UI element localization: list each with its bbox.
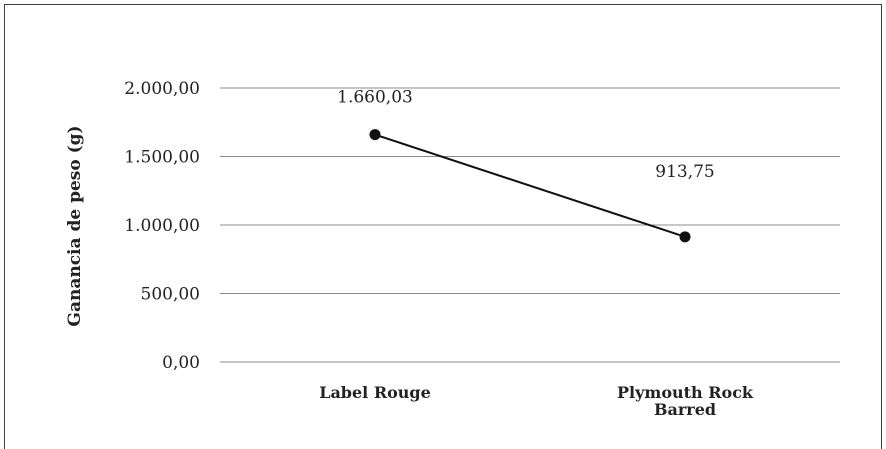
y-tick-label: 1.500,00: [124, 148, 200, 168]
data-label: 1.660,03: [337, 88, 413, 108]
y-tick-label: 500,00: [141, 285, 200, 305]
y-axis-tick-labels: 0,00 500,00 1.000,00 1.500,00 2.000,00: [124, 79, 200, 373]
x-category-label: Label Rouge: [319, 383, 431, 402]
data-label: 913,75: [655, 162, 714, 182]
gridlines: [220, 87, 840, 363]
data-point: [679, 231, 691, 243]
series: 1.660,03 913,75: [337, 88, 715, 243]
y-tick-label: 1.000,00: [124, 216, 200, 236]
y-tick-label: 2.000,00: [124, 79, 200, 99]
y-axis-title: Ganancia de peso (g): [65, 125, 85, 326]
y-tick-label: 0,00: [162, 353, 200, 373]
series-line: [374, 133, 686, 238]
x-axis-category-labels: Label Rouge Plymouth Rock Barred: [319, 383, 754, 419]
x-category-label: Plymouth Rock Barred: [617, 383, 754, 419]
data-point: [369, 129, 381, 141]
chart-frame: [4, 4, 882, 449]
